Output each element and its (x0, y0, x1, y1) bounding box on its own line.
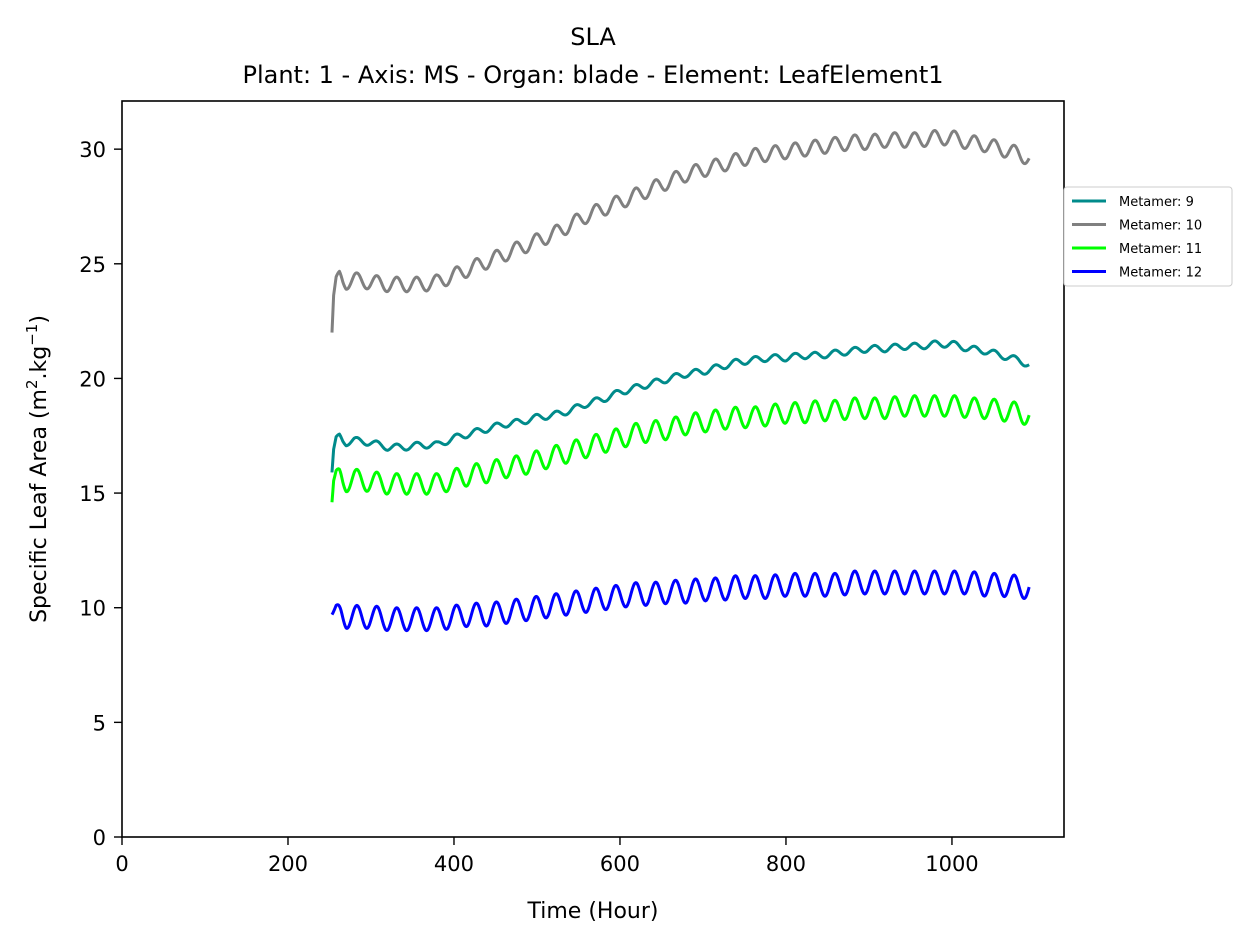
y-tick-label: 15 (79, 482, 106, 506)
legend-label: Metamer: 10 (1119, 219, 1202, 234)
y-axis-label-end: ) (27, 315, 52, 324)
legend-label: Metamer: 9 (1119, 195, 1194, 210)
y-axis-label-main: Specific Leaf Area (m (27, 389, 52, 623)
legend-frame (1063, 186, 1233, 287)
y-tick-label: 0 (93, 826, 106, 850)
x-tick-label: 200 (268, 852, 308, 876)
y-axis-label: Specific Leaf Area (m2.kg−1) (23, 315, 52, 623)
y-tick-label: 5 (93, 711, 106, 735)
chart-title: SLA (570, 23, 616, 51)
y-tick-label: 20 (79, 367, 106, 391)
x-tick-label: 1000 (925, 852, 978, 876)
series-line-4 (330, 569, 1031, 633)
y-tick-label: 25 (79, 253, 106, 277)
series-line-2 (330, 128, 1031, 333)
y-axis-label-sup1: 2 (23, 379, 41, 389)
legend: Metamer: 9 Metamer: 10 Metamer: 11 Metamer:… (1063, 186, 1233, 287)
plot-lines (330, 128, 1031, 633)
x-tick-label: 600 (600, 852, 640, 876)
x-tick-label: 800 (766, 852, 806, 876)
y-axis-label-mid: .kg (27, 346, 52, 380)
y-tick-label: 10 (79, 597, 106, 621)
x-axis-label: Time (Hour) (527, 899, 659, 924)
y-tick-label: 30 (79, 138, 106, 162)
y-axis-label-sup2: −1 (23, 324, 41, 346)
y-axis: 0 5 10 15 20 25 30 (79, 138, 122, 850)
plot-area-frame (121, 100, 1065, 838)
x-tick-label: 400 (434, 852, 474, 876)
series-line-3 (330, 394, 1031, 503)
series-line-1 (330, 339, 1030, 473)
chart-subtitle: Plant: 1 - Axis: MS - Organ: blade - Ele… (242, 61, 943, 89)
legend-label: Metamer: 11 (1119, 242, 1202, 257)
legend-items: Metamer: 9 Metamer: 10 Metamer: 11 Metamer:… (1072, 195, 1202, 281)
x-tick-label: 0 (115, 852, 128, 876)
legend-label: Metamer: 12 (1119, 266, 1202, 281)
x-axis: 0 200 400 600 800 1000 (115, 837, 979, 876)
